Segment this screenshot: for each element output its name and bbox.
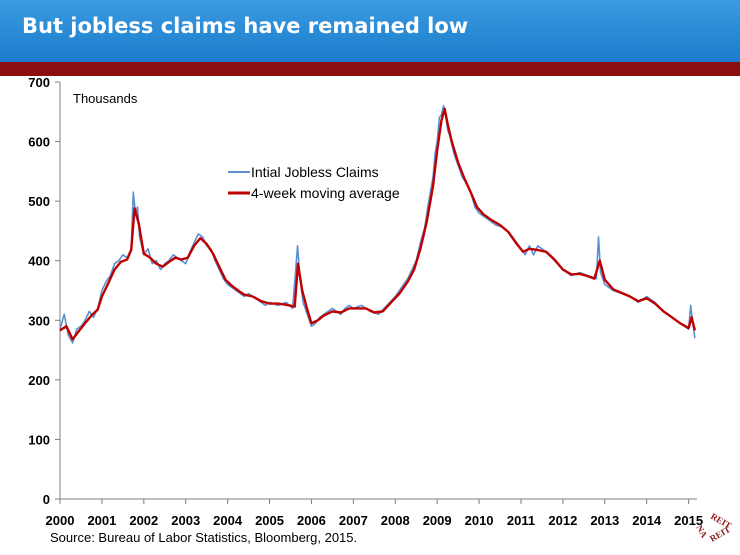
x-tick-label: 2005 (255, 513, 284, 528)
svg-text:REIT: REIT (708, 524, 732, 544)
y-tick-label: 500 (28, 194, 50, 209)
x-tick-label: 2007 (339, 513, 368, 528)
x-tick-label: 2008 (381, 513, 410, 528)
x-tick-label: 2003 (171, 513, 200, 528)
series-line-moving-average (59, 107, 697, 341)
title-underline (0, 62, 740, 76)
nareit-logo: REIT NA REIT (694, 511, 733, 544)
y-tick-label: 0 (43, 492, 50, 507)
x-tick-label: 2002 (129, 513, 158, 528)
y-tick-label: 200 (28, 373, 50, 388)
x-tick-label: 2001 (87, 513, 116, 528)
legend-label: Intial Jobless Claims (251, 164, 379, 180)
x-tick-label: 2011 (507, 513, 535, 528)
y-tick-label: 300 (28, 313, 50, 328)
y-tick-label: 400 (28, 254, 50, 269)
svg-text:NA: NA (694, 523, 709, 540)
x-tick-label: 2006 (297, 513, 326, 528)
y-tick-label: 700 (28, 75, 50, 90)
chart-series-layer (59, 105, 697, 344)
series-line-initial-claims (59, 105, 696, 344)
y-tick-label: 600 (28, 135, 50, 150)
x-tick-label: 2014 (632, 513, 662, 528)
x-tick-label: 2000 (46, 513, 75, 528)
x-tick-label: 2012 (548, 513, 577, 528)
legend-label: 4-week moving average (251, 185, 400, 201)
y-tick-label: 100 (28, 432, 50, 447)
x-tick-label: 2009 (423, 513, 452, 528)
title-bar: But jobless claims have remained low (0, 0, 740, 62)
slide-title: But jobless claims have remained low (22, 14, 469, 38)
chart-axes: 0 100 200 300 400 500 600 700 2000 2001 2002 2003 20… (28, 75, 703, 528)
x-tick-label: 2013 (590, 513, 619, 528)
x-tick-label: 2010 (465, 513, 494, 528)
unit-label: Thousands (73, 91, 138, 106)
chart-legend: Intial Jobless Claims 4-week moving avera… (228, 164, 400, 201)
x-tick-label: 2004 (213, 513, 243, 528)
source-note: Source: Bureau of Labor Statistics, Bloo… (50, 530, 358, 545)
x-tick-label: 2015 (674, 513, 703, 528)
